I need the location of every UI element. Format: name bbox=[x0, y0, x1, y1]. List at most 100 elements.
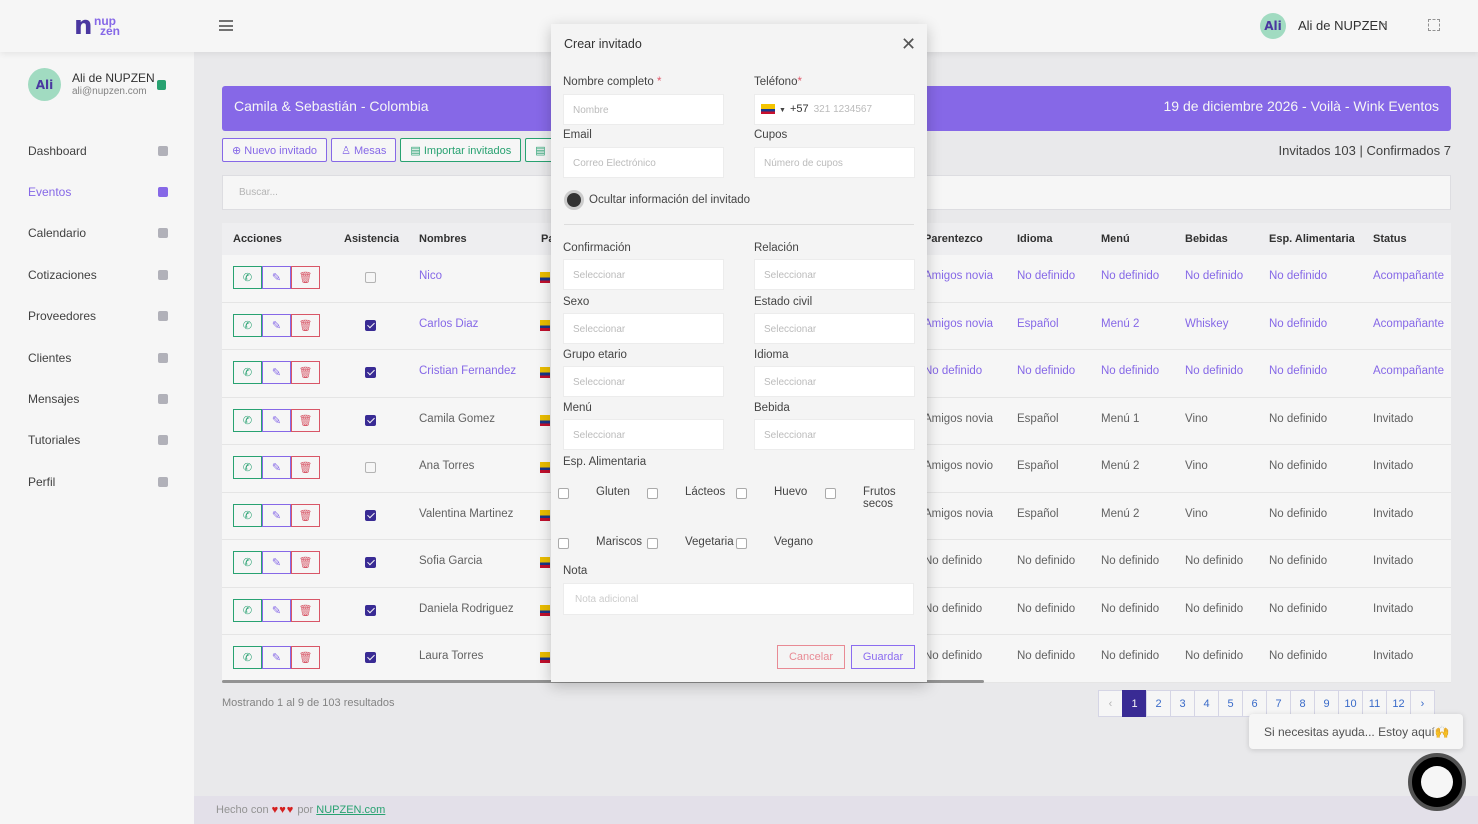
edit-icon[interactable]: ✎ bbox=[262, 551, 291, 574]
attendance-checkbox[interactable] bbox=[365, 509, 376, 521]
whatsapp-icon[interactable]: ✆ bbox=[233, 266, 262, 289]
guest-name: Valentina Martinez bbox=[419, 507, 514, 520]
trash-icon[interactable]: 🗑 bbox=[291, 551, 320, 574]
attendance-checkbox[interactable] bbox=[365, 272, 376, 283]
cell-idioma: Español bbox=[1017, 317, 1059, 330]
email-field[interactable]: Correo Electrónico bbox=[563, 147, 724, 178]
edit-icon[interactable]: ✎ bbox=[262, 408, 291, 432]
sidebar-item-dashboard[interactable]: Dashboard bbox=[28, 130, 168, 171]
lacteos-checkbox[interactable] bbox=[647, 488, 658, 499]
vegano-checkbox[interactable] bbox=[736, 538, 747, 549]
import-guests-button[interactable]: ▤ Importar invitados bbox=[400, 138, 522, 162]
cell-menu: No definido bbox=[1101, 365, 1160, 377]
caret-down-icon[interactable]: ▼ bbox=[779, 107, 786, 114]
export-button[interactable]: ▤ bbox=[525, 138, 556, 162]
idioma-select[interactable]: Seleccionar bbox=[754, 366, 915, 397]
sidebar-item-calendario[interactable]: Calendario bbox=[28, 213, 168, 254]
whatsapp-icon[interactable]: ✆ bbox=[233, 361, 262, 384]
whatsapp-icon[interactable]: ✆ bbox=[233, 456, 262, 479]
sexo-select[interactable]: Seleccionar bbox=[563, 313, 724, 344]
trash-icon[interactable]: 🗑 bbox=[291, 313, 320, 337]
trash-icon[interactable]: 🗑 bbox=[291, 456, 320, 479]
fullscreen-icon[interactable] bbox=[1428, 19, 1440, 31]
gluten-checkbox[interactable] bbox=[558, 488, 569, 499]
user-menu-name[interactable]: Ali de NUPZEN bbox=[1298, 18, 1388, 33]
page-button[interactable]: 11 bbox=[1362, 690, 1387, 717]
chat-button[interactable] bbox=[1408, 753, 1466, 811]
avatar[interactable]: Ali bbox=[1260, 13, 1286, 39]
attendance-checkbox[interactable] bbox=[365, 462, 376, 473]
trash-icon[interactable]: 🗑 bbox=[291, 503, 320, 527]
nombre-field[interactable]: Nombre bbox=[563, 94, 724, 125]
cancel-button[interactable]: Cancelar bbox=[777, 645, 845, 669]
relacion-select[interactable]: Seleccionar bbox=[754, 259, 915, 290]
guest-name[interactable]: Nico bbox=[419, 270, 443, 282]
page-button[interactable]: 2 bbox=[1146, 690, 1171, 717]
users-icon bbox=[158, 352, 168, 363]
sidebar-item-perfil[interactable]: Perfil bbox=[28, 461, 168, 502]
sidebar-item-tutoriales[interactable]: Tutoriales bbox=[28, 420, 168, 461]
whatsapp-icon[interactable]: ✆ bbox=[233, 646, 262, 669]
trash-icon[interactable]: 🗑 bbox=[291, 646, 320, 669]
whatsapp-icon[interactable]: ✆ bbox=[233, 551, 262, 574]
sidebar-item-proveedores[interactable]: Proveedores bbox=[28, 296, 168, 337]
whatsapp-icon[interactable]: ✆ bbox=[233, 313, 262, 337]
page-button[interactable]: 3 bbox=[1170, 690, 1195, 717]
tables-button[interactable]: ♙ Mesas bbox=[331, 138, 397, 162]
attendance-checkbox[interactable] bbox=[365, 557, 376, 568]
save-button[interactable]: Guardar bbox=[851, 645, 915, 669]
whatsapp-icon[interactable]: ✆ bbox=[233, 503, 262, 527]
sidebar-user-email: ali@nupzen.com bbox=[72, 86, 147, 97]
trash-icon[interactable]: 🗑 bbox=[291, 266, 320, 289]
nota-field[interactable]: Nota adicional bbox=[563, 583, 914, 615]
page-button[interactable]: 10 bbox=[1338, 690, 1363, 717]
colombia-flag-icon[interactable] bbox=[761, 104, 775, 115]
attendance-checkbox[interactable] bbox=[365, 319, 376, 331]
frutos-secos-checkbox[interactable] bbox=[825, 488, 836, 499]
page-button[interactable]: 1 bbox=[1122, 690, 1147, 717]
hide-info-toggle[interactable] bbox=[564, 190, 584, 210]
close-icon[interactable]: ✕ bbox=[901, 34, 917, 54]
edit-icon[interactable]: ✎ bbox=[262, 646, 291, 669]
trash-icon[interactable]: 🗑 bbox=[291, 408, 320, 432]
chevron-down-icon[interactable]: ⌄ bbox=[1380, 17, 1389, 28]
menu-icon[interactable] bbox=[219, 20, 233, 31]
cupos-field[interactable]: Número de cupos bbox=[754, 147, 915, 178]
page-button[interactable]: 8 bbox=[1290, 690, 1315, 717]
new-guest-button[interactable]: ⊕ Nuevo invitado bbox=[222, 138, 328, 162]
bebida-select[interactable]: Seleccionar bbox=[754, 419, 915, 450]
attendance-checkbox[interactable] bbox=[365, 414, 376, 426]
mariscos-checkbox[interactable] bbox=[558, 538, 569, 549]
sidebar-item-eventos[interactable]: Eventos bbox=[28, 171, 168, 212]
grupo-etario-select[interactable]: Seleccionar bbox=[563, 366, 724, 397]
guest-name[interactable]: Cristian Fernandez bbox=[419, 365, 517, 377]
edit-icon[interactable]: ✎ bbox=[262, 266, 291, 289]
edit-icon[interactable]: ✎ bbox=[262, 361, 291, 384]
estado-civil-select[interactable]: Seleccionar bbox=[754, 313, 915, 344]
menu-select[interactable]: Seleccionar bbox=[563, 419, 724, 450]
huevo-checkbox[interactable] bbox=[736, 488, 747, 499]
nupzen-logo[interactable]: n nup zen bbox=[74, 11, 121, 41]
telefono-field[interactable]: ▼ +57 321 1234567 bbox=[754, 94, 915, 125]
attendance-checkbox[interactable] bbox=[365, 652, 376, 663]
page-button[interactable]: 7 bbox=[1266, 690, 1291, 717]
trash-icon[interactable]: 🗑 bbox=[291, 361, 320, 384]
page-button[interactable]: 5 bbox=[1218, 690, 1243, 717]
sidebar-item-cotizaciones[interactable]: Cotizaciones bbox=[28, 254, 168, 295]
whatsapp-icon[interactable]: ✆ bbox=[233, 408, 262, 432]
trash-icon[interactable]: 🗑 bbox=[291, 598, 320, 622]
edit-icon[interactable]: ✎ bbox=[262, 456, 291, 479]
sidebar-item-clientes[interactable]: Clientes bbox=[28, 337, 168, 378]
edit-icon[interactable]: ✎ bbox=[262, 503, 291, 527]
confirmacion-select[interactable]: Seleccionar bbox=[563, 259, 724, 290]
edit-icon[interactable]: ✎ bbox=[262, 598, 291, 622]
sidebar-item-mensajes[interactable]: Mensajes bbox=[28, 378, 168, 419]
attendance-checkbox[interactable] bbox=[365, 367, 376, 378]
edit-icon[interactable]: ✎ bbox=[262, 313, 291, 337]
vegetariano-checkbox[interactable] bbox=[647, 538, 658, 549]
help-bubble[interactable]: Si necesitas ayuda... Estoy aquí🙌 bbox=[1249, 714, 1463, 749]
nupzen-link[interactable]: NUPZEN.com bbox=[316, 804, 386, 816]
attendance-checkbox[interactable] bbox=[365, 604, 376, 616]
guest-name[interactable]: Carlos Diaz bbox=[419, 317, 479, 330]
whatsapp-icon[interactable]: ✆ bbox=[233, 598, 262, 622]
